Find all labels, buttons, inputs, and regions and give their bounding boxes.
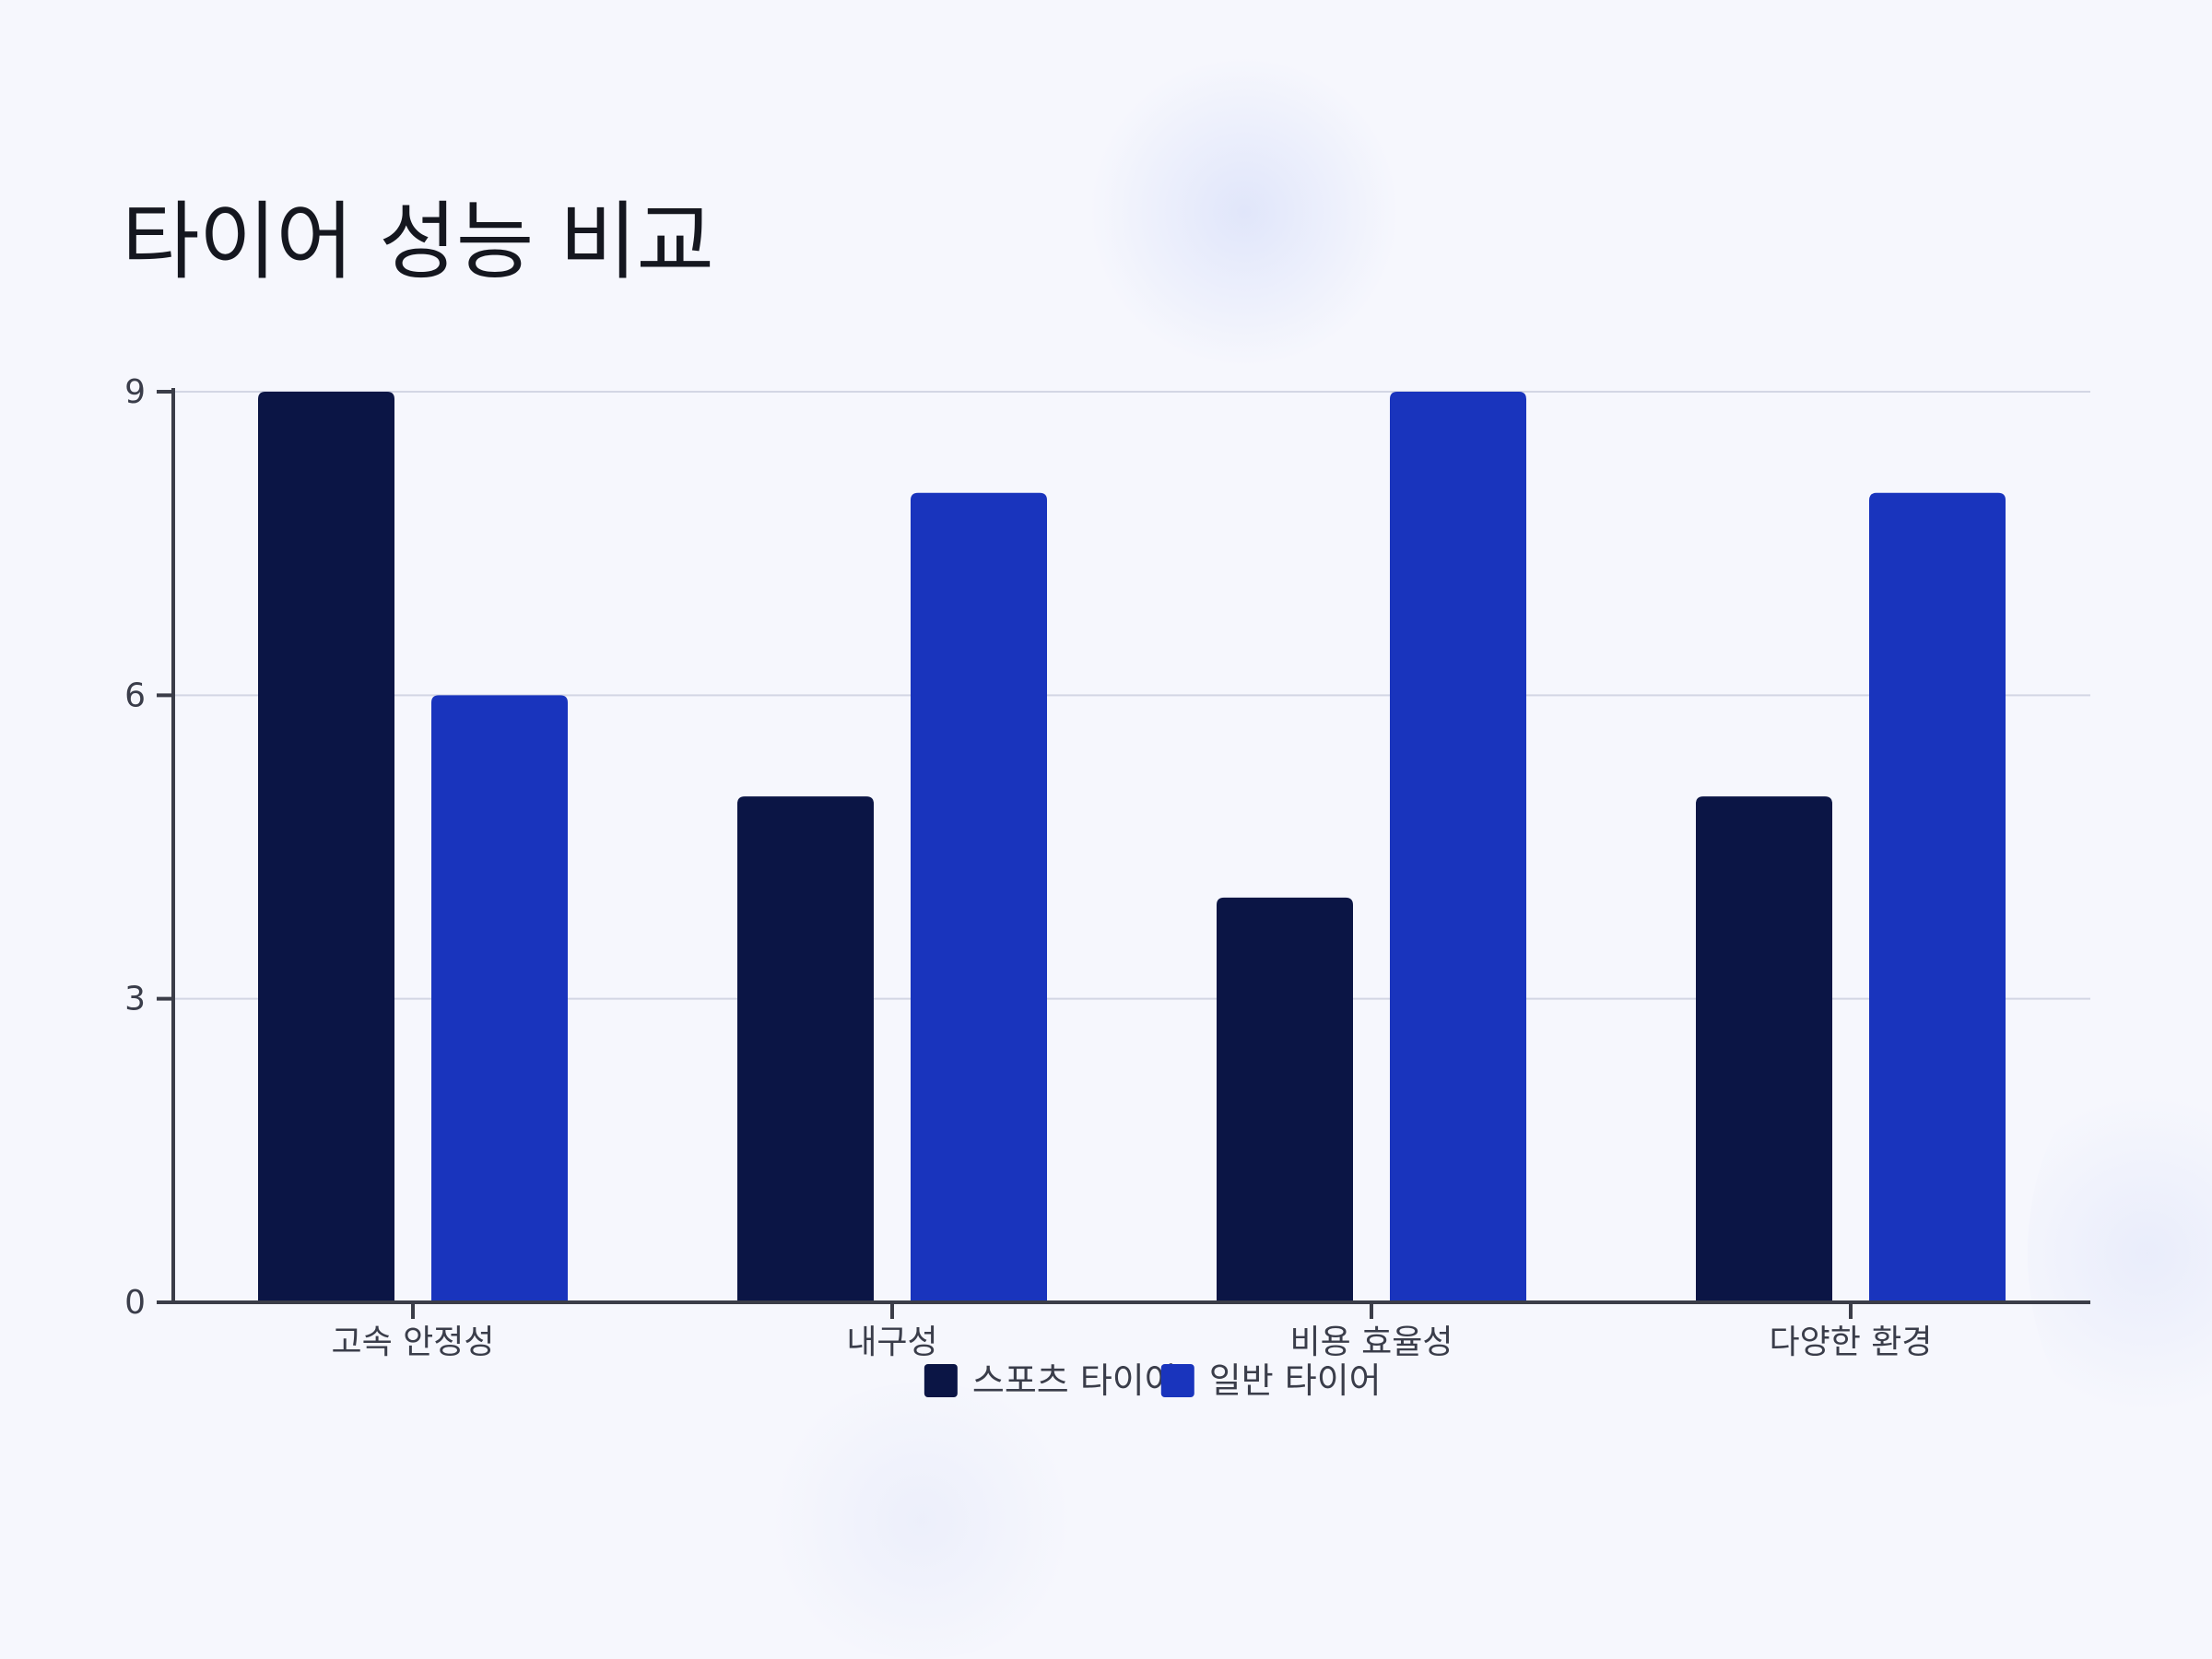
y-tick-label: 6 — [124, 677, 146, 714]
legend-swatch — [1160, 1364, 1194, 1397]
x-tick-label: 고속 안정성 — [331, 1324, 494, 1361]
bar-sports-tire — [1696, 796, 1832, 1302]
legend-item-sports-tire[interactable]: 스포츠 타이어 — [924, 1360, 1177, 1401]
bar-regular-tire — [431, 695, 568, 1302]
y-tick-label: 9 — [124, 373, 146, 411]
x-tick-label: 다양한 환경 — [1769, 1324, 1932, 1361]
y-tick-label: 3 — [124, 981, 146, 1018]
bar-regular-tire — [911, 492, 1047, 1302]
axes — [171, 388, 2090, 1304]
bar-regular-tire — [1390, 392, 1526, 1302]
legend-item-regular-tire[interactable]: 일반 타이어 — [1160, 1360, 1382, 1401]
legend-swatch — [924, 1364, 958, 1397]
bar-sports-tire — [1217, 897, 1353, 1302]
legend-label: 일반 타이어 — [1209, 1360, 1382, 1401]
legend-label: 스포츠 타이어 — [972, 1360, 1177, 1401]
chart-title: 타이어 성능 비교 — [122, 193, 714, 291]
x-tick-label: 비용 효율성 — [1289, 1324, 1453, 1361]
bar-regular-tire — [1869, 492, 2006, 1302]
bar-sports-tire — [258, 392, 394, 1302]
x-axis-ticks: 고속 안정성 내구성 비용 효율성 다양한 환경 — [331, 1302, 1933, 1361]
bar-sports-tire — [737, 796, 874, 1302]
bars — [258, 392, 2006, 1302]
y-axis-ticks: 0 3 6 9 — [124, 373, 173, 1322]
x-tick-label: 내구성 — [846, 1324, 937, 1361]
legend[interactable]: 스포츠 타이어 일반 타이어 — [924, 1360, 1382, 1401]
y-tick-label: 0 — [124, 1284, 146, 1322]
